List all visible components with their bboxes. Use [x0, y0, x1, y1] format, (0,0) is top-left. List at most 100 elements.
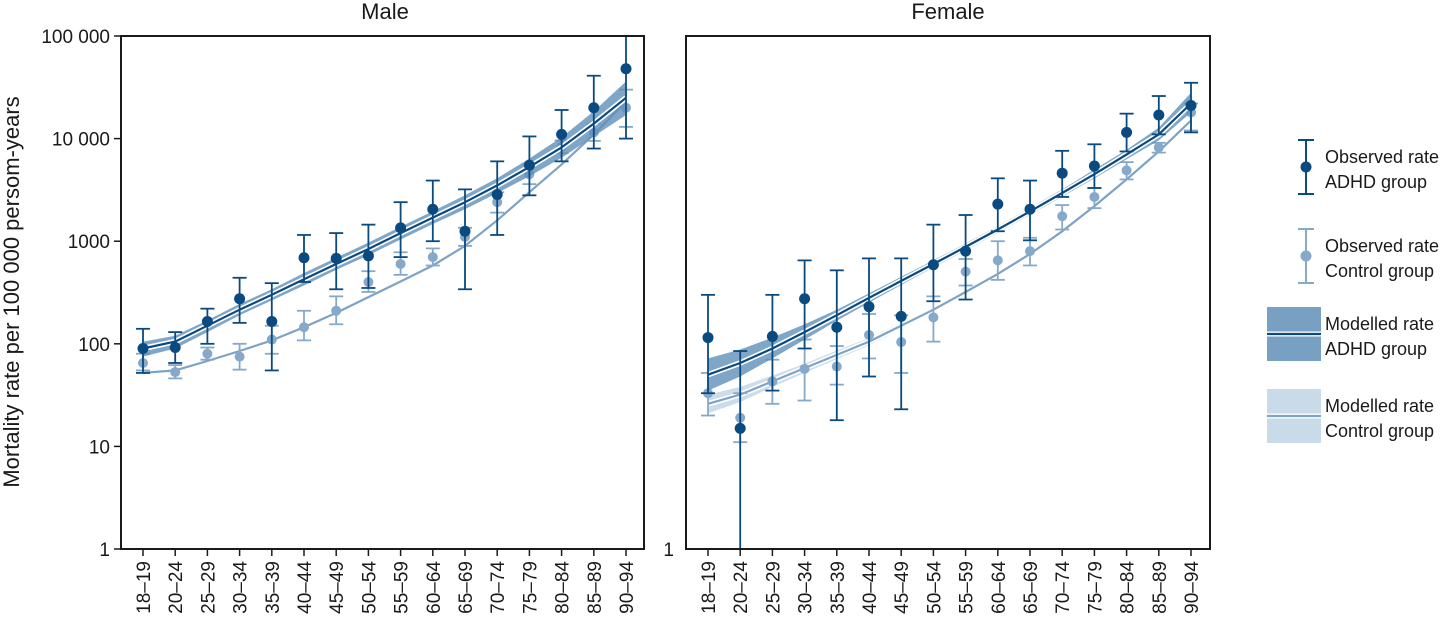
- x-tick-label: 90–94: [617, 561, 638, 614]
- x-tick-label: 20–24: [731, 561, 752, 614]
- x-tick-label: 20–24: [166, 561, 187, 614]
- data-point-adhd: [992, 198, 1004, 210]
- x-tick-label: 90–94: [1182, 561, 1203, 614]
- y-tick-label: 1: [663, 540, 674, 561]
- x-tick-label: 65–69: [1021, 561, 1042, 614]
- x-tick-label: 70–74: [1053, 561, 1074, 614]
- data-point-adhd: [895, 310, 907, 322]
- model-line-control: [142, 100, 627, 374]
- x-tick-label: 30–34: [796, 561, 817, 614]
- data-point-adhd: [960, 245, 972, 257]
- x-tick-label: 80–84: [553, 561, 574, 614]
- model-band-adhd: [708, 92, 1191, 391]
- data-point-control: [1089, 191, 1100, 202]
- x-tick-label: 75–79: [1085, 561, 1106, 614]
- legend-label-line2: ADHD group: [1325, 172, 1427, 192]
- x-tick-label: 45–49: [892, 561, 913, 614]
- legend-label-line1: Modelled rate: [1325, 396, 1434, 416]
- model-line-halo-adhd: [707, 101, 1193, 378]
- data-point-adhd: [734, 422, 746, 434]
- x-tick-label: 70–74: [488, 561, 509, 614]
- data-point-adhd: [427, 203, 439, 215]
- x-tick-label: 18–19: [134, 561, 155, 614]
- panel-male: Male 1 10 100 1000 10 000 100 000 18–19 20–24 25…: [41, 0, 645, 614]
- legend-label-line2: Control group: [1325, 261, 1434, 281]
- y-tick-label: 100 000: [41, 27, 110, 48]
- data-point-control: [170, 367, 181, 378]
- legend-label-line1: Observed rate: [1325, 236, 1439, 256]
- x-tick-label: 40–44: [860, 561, 881, 614]
- x-tick-label: 30–34: [231, 561, 252, 614]
- data-point-control: [202, 348, 213, 359]
- data-point-adhd: [201, 315, 213, 327]
- data-point-adhd: [491, 189, 503, 201]
- y-tick-label: 10: [89, 437, 110, 458]
- data-point-adhd: [556, 128, 568, 140]
- x-tick-label: 65–69: [456, 561, 477, 614]
- data-point-adhd: [523, 159, 535, 171]
- legend-label-line2: Control group: [1325, 421, 1434, 441]
- x-tick-label: 60–64: [989, 561, 1010, 614]
- x-tick-label: 80–84: [1118, 561, 1139, 614]
- legend-label-line1: Observed rate: [1325, 147, 1439, 167]
- data-point-adhd: [169, 342, 181, 354]
- model-line-adhd: [707, 102, 1192, 376]
- plot-frame: [120, 35, 645, 550]
- data-point-adhd: [1088, 160, 1100, 172]
- data-point-adhd: [799, 293, 811, 305]
- data-point-control: [299, 322, 309, 333]
- data-point-adhd: [266, 315, 278, 327]
- x-tick-label: 55–59: [957, 561, 978, 614]
- data-point-control: [1025, 246, 1035, 257]
- x-tick-label: 35–39: [263, 561, 284, 614]
- data-point-control: [1153, 142, 1164, 153]
- y-tick-label: 100: [78, 335, 110, 356]
- data-point-adhd: [234, 293, 246, 305]
- model-line-halo-adhd: [142, 95, 628, 352]
- x-tick-label: 25–29: [763, 561, 784, 614]
- data-point-adhd: [1056, 167, 1068, 179]
- data-point-control: [992, 255, 1003, 266]
- data-point-adhd: [459, 225, 471, 237]
- y-tick-label: 1: [99, 540, 110, 561]
- legend: Observed rate ADHD group Observed rate Cont…: [1267, 139, 1439, 443]
- model-band-control: [708, 116, 1191, 414]
- x-tick-label: 50–54: [359, 561, 380, 614]
- data-point-adhd: [863, 301, 875, 313]
- data-point-control: [427, 252, 438, 263]
- data-point-adhd: [1185, 100, 1197, 112]
- x-tick-label: 55–59: [392, 561, 413, 614]
- legend-label-line2: ADHD group: [1325, 339, 1427, 359]
- panel-title-male: Male: [361, 0, 409, 24]
- data-point-adhd: [1121, 126, 1133, 138]
- data-point-adhd: [588, 102, 600, 114]
- legend-marker-control: [1300, 250, 1312, 262]
- data-point-control: [395, 258, 406, 269]
- data-point-adhd: [330, 252, 342, 264]
- data-point-adhd: [766, 330, 778, 342]
- legend-marker-adhd: [1300, 161, 1312, 173]
- data-point-adhd: [298, 252, 310, 264]
- data-point-adhd: [927, 259, 939, 271]
- x-tick-label: 75–79: [520, 561, 541, 614]
- x-tick-label: 25–29: [198, 561, 219, 614]
- data-point-adhd: [702, 332, 714, 344]
- y-tick-label: 1000: [68, 232, 110, 253]
- x-tick-label: 60–64: [424, 561, 445, 614]
- data-point-control: [1057, 211, 1068, 222]
- data-point-adhd: [395, 222, 407, 234]
- x-tick-label: 85–89: [1150, 561, 1171, 614]
- data-point-control: [1121, 165, 1132, 176]
- x-tick-label: 45–49: [327, 561, 348, 614]
- model-line-adhd: [142, 96, 627, 350]
- data-point-adhd: [1153, 109, 1165, 121]
- data-point-control: [928, 312, 939, 323]
- data-point-adhd: [1024, 203, 1036, 215]
- y-axis-title: Mortality rate per 100 000 persom-years: [0, 96, 24, 487]
- model-band-adhd: [143, 81, 626, 357]
- panel-title-female: Female: [911, 0, 984, 24]
- x-tick-label: 35–39: [828, 561, 849, 614]
- y-tick-label: 10 000: [52, 130, 110, 151]
- data-point-adhd: [831, 321, 843, 333]
